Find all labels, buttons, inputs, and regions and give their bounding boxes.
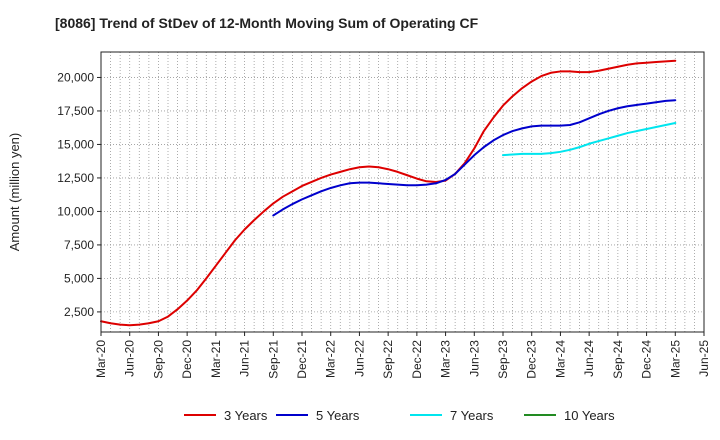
x-tick-label: Jun-22 <box>352 340 366 377</box>
x-tick-label: Mar-20 <box>94 340 108 378</box>
x-tick-label: Dec-23 <box>525 340 539 379</box>
x-tick-label: Jun-21 <box>238 340 252 377</box>
plot-border <box>100 51 705 333</box>
y-axis-ticks: 2,500 5,000 7,500 10,000 12,500 15,000 17,500 2… <box>57 70 101 319</box>
plot-area <box>101 52 704 332</box>
x-tick-label: Jun-23 <box>467 340 481 377</box>
x-tick-label: Dec-21 <box>295 340 309 379</box>
x-tick-label: Mar-21 <box>209 340 223 378</box>
x-tick-label: Mar-22 <box>324 340 338 378</box>
x-tick-label: Mar-24 <box>553 340 567 378</box>
y-tick-label: 5,000 <box>64 271 94 285</box>
x-tick-label: Sep-24 <box>611 340 625 379</box>
x-tick-label: Sep-22 <box>381 340 395 379</box>
x-tick-label: Sep-23 <box>496 340 510 379</box>
x-tick-label: Mar-23 <box>439 340 453 378</box>
series-line-7-years <box>502 122 677 157</box>
x-axis-ticks: Mar-20 Jun-20 Sep-20 Dec-20 Mar-21 Jun-21 Sep-… <box>94 332 711 379</box>
series-line-5-years <box>272 99 677 217</box>
y-tick-label: 15,000 <box>57 137 94 151</box>
x-tick-label: Sep-21 <box>266 340 280 379</box>
y-tick-label: 17,500 <box>57 104 94 118</box>
legend-label-3-years: 3 Years <box>224 408 268 423</box>
legend-label-10-years: 10 Years <box>564 408 615 423</box>
y-tick-label: 7,500 <box>64 238 94 252</box>
chart-title: [8086] Trend of StDev of 12-Month Moving… <box>55 15 479 31</box>
x-tick-label: Dec-24 <box>640 340 654 379</box>
x-tick-label: Jun-20 <box>123 340 137 377</box>
legend-label-5-years: 5 Years <box>316 408 360 423</box>
x-tick-label: Sep-20 <box>151 340 165 379</box>
y-tick-label: 12,500 <box>57 171 94 185</box>
legend-label-7-years: 7 Years <box>450 408 494 423</box>
y-tick-label: 10,000 <box>57 204 94 218</box>
y-axis-label: Amount (million yen) <box>7 133 22 252</box>
y-tick-label: 2,500 <box>64 305 94 319</box>
x-tick-label: Dec-22 <box>410 340 424 379</box>
x-tick-label: Jun-25 <box>697 340 711 377</box>
series-lines <box>100 59 677 327</box>
x-tick-label: Jun-24 <box>582 340 596 377</box>
y-tick-label: 20,000 <box>57 70 94 84</box>
series-line-3-years <box>100 59 677 327</box>
legend: 3 Years 5 Years 7 Years 10 Years <box>184 408 615 423</box>
x-tick-label: Dec-20 <box>180 340 194 379</box>
x-tick-label: Mar-25 <box>668 340 682 378</box>
